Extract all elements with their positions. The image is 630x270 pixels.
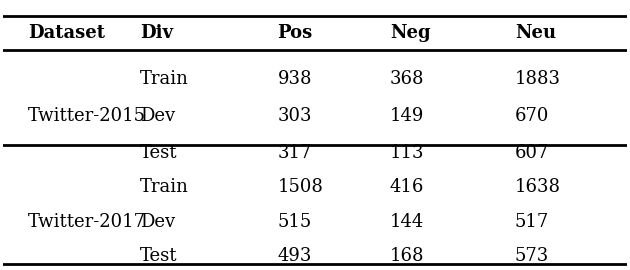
Text: Neu: Neu xyxy=(515,24,556,42)
Text: 517: 517 xyxy=(515,213,549,231)
Text: 493: 493 xyxy=(278,247,312,265)
Text: Twitter-2015: Twitter-2015 xyxy=(28,107,146,125)
Text: 168: 168 xyxy=(390,247,425,265)
Text: Div: Div xyxy=(140,24,173,42)
Text: 113: 113 xyxy=(390,144,425,162)
Text: 938: 938 xyxy=(278,70,312,88)
Text: 670: 670 xyxy=(515,107,549,125)
Text: 573: 573 xyxy=(515,247,549,265)
Text: Dev: Dev xyxy=(140,213,175,231)
Text: Test: Test xyxy=(140,247,178,265)
Text: Neg: Neg xyxy=(390,24,430,42)
Text: 144: 144 xyxy=(390,213,424,231)
Text: 368: 368 xyxy=(390,70,425,88)
Text: Pos: Pos xyxy=(278,24,312,42)
Text: Dataset: Dataset xyxy=(28,24,105,42)
Text: 1508: 1508 xyxy=(278,178,323,196)
Text: 1883: 1883 xyxy=(515,70,561,88)
Text: Train: Train xyxy=(140,70,189,88)
Text: Twitter-2017: Twitter-2017 xyxy=(28,213,146,231)
Text: 416: 416 xyxy=(390,178,425,196)
Text: 149: 149 xyxy=(390,107,425,125)
Text: 1638: 1638 xyxy=(515,178,561,196)
Text: 317: 317 xyxy=(278,144,312,162)
Text: Dev: Dev xyxy=(140,107,175,125)
Text: Test: Test xyxy=(140,144,178,162)
Text: 303: 303 xyxy=(278,107,312,125)
Text: Train: Train xyxy=(140,178,189,196)
Text: 515: 515 xyxy=(278,213,312,231)
Text: 607: 607 xyxy=(515,144,549,162)
